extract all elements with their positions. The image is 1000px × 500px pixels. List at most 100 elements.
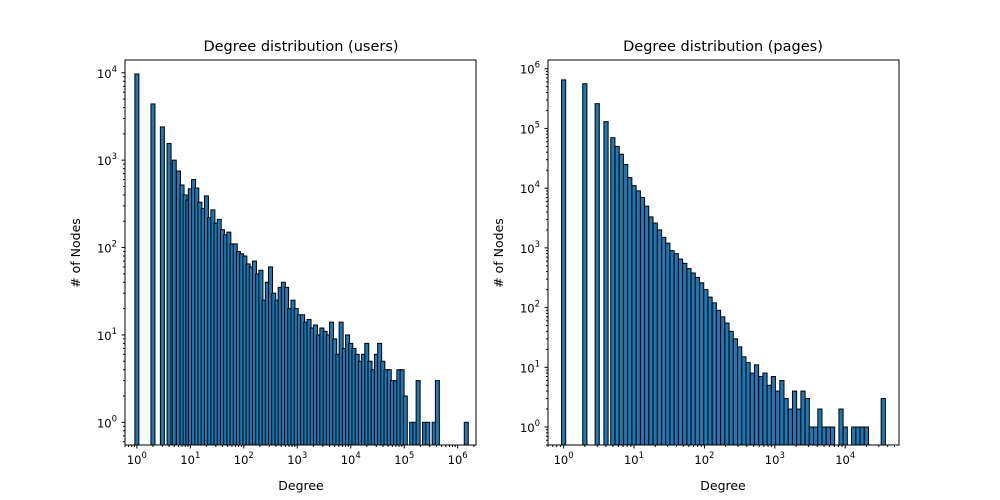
pages-bar-22 bbox=[686, 268, 692, 446]
pages-bar-11 bbox=[639, 196, 646, 446]
pages-bar-60 bbox=[855, 426, 861, 446]
pages-bar-51 bbox=[808, 426, 815, 446]
pages-x-tick-label: 101 bbox=[624, 451, 644, 467]
pages-y-tick-label: 105 bbox=[520, 120, 540, 136]
pages-bar-37 bbox=[749, 372, 755, 446]
users-bar-79 bbox=[415, 380, 421, 446]
users-x-tick-label: 104 bbox=[341, 451, 361, 467]
pages-bar-9 bbox=[631, 185, 637, 446]
pages-bar-21 bbox=[682, 262, 688, 446]
pages-bar-38 bbox=[753, 364, 760, 446]
pages-bar-43 bbox=[775, 390, 781, 446]
pages-bar-46 bbox=[787, 408, 793, 446]
pages-bar-28 bbox=[711, 302, 717, 446]
pages-bar-57 bbox=[838, 408, 844, 446]
pages-bar-59 bbox=[851, 426, 857, 446]
users-x-tick-label: 103 bbox=[287, 451, 307, 467]
pages-bar-29 bbox=[715, 309, 722, 446]
pages-y-tick-label: 106 bbox=[520, 61, 540, 77]
pages-bar-4 bbox=[610, 137, 616, 446]
pages-bar-27 bbox=[707, 296, 713, 446]
pages-bar-18 bbox=[669, 250, 675, 446]
pages-y-tick-label: 102 bbox=[520, 300, 540, 316]
pages-bar-47 bbox=[791, 390, 798, 446]
users-x-tick-label: 105 bbox=[394, 451, 414, 467]
pages-x-tick-label: 103 bbox=[765, 451, 785, 467]
pages-y-tick-label: 103 bbox=[520, 240, 540, 256]
pages-bar-19 bbox=[673, 253, 679, 446]
users-y-tick-label: 103 bbox=[97, 152, 117, 168]
users-bar-3 bbox=[166, 143, 172, 446]
pages-bar-63 bbox=[880, 398, 886, 446]
pages-bar-17 bbox=[665, 242, 671, 446]
users-x-tick-label: 101 bbox=[180, 451, 200, 467]
pages-y-axis-label: # of Nodes bbox=[491, 218, 506, 288]
pages-bar-3 bbox=[603, 121, 609, 446]
users-bar-2 bbox=[159, 126, 165, 446]
pages-bar-8 bbox=[627, 177, 633, 446]
users-bar-84 bbox=[463, 421, 469, 446]
pages-bar-7 bbox=[623, 163, 629, 446]
pages-bar-13 bbox=[648, 216, 654, 446]
pages-bar-35 bbox=[741, 356, 747, 446]
pages-y-tick-label: 100 bbox=[520, 419, 540, 435]
users-axes-frame bbox=[124, 59, 477, 446]
users-y-tick-label: 102 bbox=[97, 240, 117, 256]
pages-x-ticks: 100 101 102 103 104 bbox=[547, 445, 895, 467]
pages-bar-15 bbox=[656, 229, 663, 446]
pages-x-tick-label: 100 bbox=[554, 451, 574, 467]
pages-bar-33 bbox=[732, 338, 739, 446]
pages-bar-30 bbox=[720, 316, 726, 446]
pages-bar-40 bbox=[762, 372, 768, 446]
users-x-tick-label: 100 bbox=[127, 451, 147, 467]
pages-x-axis-label: Degree bbox=[700, 478, 746, 493]
users-chart-panel: Degree distribution (users) 100 101 102 103… bbox=[68, 39, 477, 493]
pages-bar-53 bbox=[817, 408, 823, 446]
users-bar-4 bbox=[171, 159, 177, 446]
pages-bar-49 bbox=[800, 390, 806, 446]
pages-bar-6 bbox=[618, 153, 624, 446]
pages-chart-panel: Degree distribution (pages) 100 101 102 103… bbox=[491, 39, 900, 493]
users-x-ticks: 100 101 102 103 104 105 106 bbox=[124, 445, 475, 467]
pages-x-tick-label: 104 bbox=[835, 451, 855, 467]
pages-bar-25 bbox=[699, 282, 705, 446]
users-y-axis-label: # of Nodes bbox=[68, 218, 83, 288]
pages-bar-39 bbox=[758, 376, 764, 446]
pages-bar-14 bbox=[652, 222, 658, 446]
pages-x-tick-label: 102 bbox=[694, 451, 714, 467]
pages-bar-1 bbox=[582, 83, 588, 446]
pages-bar-0 bbox=[561, 79, 567, 446]
users-bar-1 bbox=[150, 103, 156, 446]
users-y-tick-label: 100 bbox=[97, 414, 117, 430]
users-chart-title: Degree distribution (users) bbox=[203, 39, 398, 55]
pages-chart-title: Degree distribution (pages) bbox=[623, 39, 823, 55]
pages-bar-10 bbox=[635, 190, 641, 446]
pages-bar-55 bbox=[825, 426, 831, 446]
pages-bar-12 bbox=[644, 205, 650, 446]
pages-bar-26 bbox=[703, 289, 709, 446]
pages-axes-frame bbox=[547, 59, 900, 446]
pages-bar-32 bbox=[728, 330, 734, 446]
pages-bar-24 bbox=[694, 276, 700, 446]
pages-bar-58 bbox=[842, 426, 848, 446]
pages-bar-48 bbox=[796, 408, 802, 446]
users-y-tick-label: 101 bbox=[97, 327, 117, 343]
pages-y-tick-label: 101 bbox=[520, 359, 540, 375]
users-bar-76 bbox=[402, 395, 408, 446]
users-x-tick-label: 102 bbox=[234, 451, 254, 467]
users-x-tick-label: 106 bbox=[448, 451, 468, 467]
pages-bar-31 bbox=[724, 322, 730, 446]
pages-bar-2 bbox=[594, 103, 600, 446]
pages-bar-16 bbox=[661, 236, 667, 446]
pages-bar-41 bbox=[766, 384, 772, 446]
users-y-tick-label: 104 bbox=[97, 65, 117, 81]
pages-bar-42 bbox=[770, 376, 777, 446]
pages-bar-45 bbox=[783, 398, 789, 446]
users-bar-81 bbox=[425, 421, 431, 446]
pages-bar-34 bbox=[737, 346, 743, 446]
pages-bar-62 bbox=[863, 426, 869, 446]
users-bar-0 bbox=[134, 73, 140, 446]
pages-bar-44 bbox=[779, 380, 785, 446]
pages-bar-56 bbox=[829, 426, 836, 446]
pages-bar-20 bbox=[677, 258, 684, 446]
